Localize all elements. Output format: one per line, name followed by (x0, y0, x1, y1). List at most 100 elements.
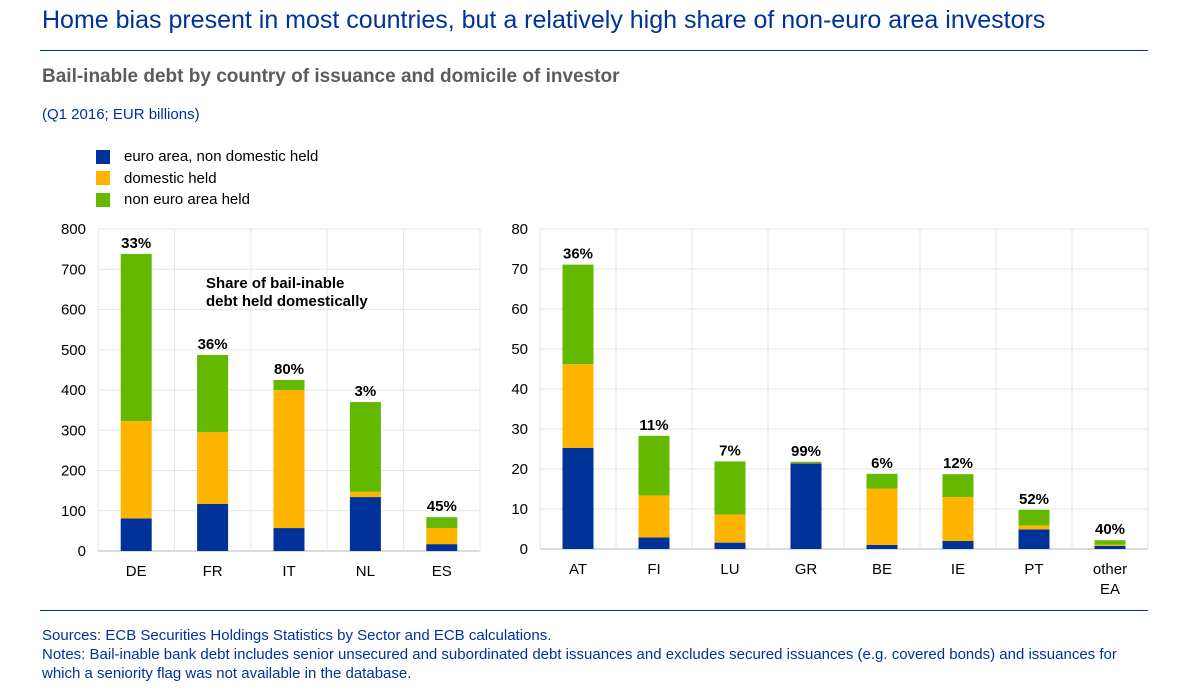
x-tick-label: DE (126, 563, 147, 580)
y-tick-label: 800 (61, 221, 86, 238)
bar-PT-2 (1018, 509, 1050, 526)
x-tick-label: PT (1024, 561, 1043, 578)
legend-swatch (96, 149, 110, 164)
y-tick-label: 200 (61, 463, 86, 480)
y-tick-label: 80 (511, 221, 528, 238)
legend: euro area, non domestic held domestic he… (96, 146, 318, 211)
bar-LU-2 (714, 461, 746, 515)
footnotes: Sources: ECB Securities Holdings Statist… (42, 626, 1152, 683)
bar-BE-0 (866, 545, 898, 549)
bar-BE-1 (866, 488, 898, 545)
y-tick-label: 10 (511, 501, 528, 518)
bar-GR-0 (790, 463, 822, 549)
legend-item: non euro area held (96, 189, 318, 211)
bar-IE-0 (942, 541, 974, 549)
bar-IT-0 (273, 528, 305, 551)
x-tick-label: BE (872, 561, 892, 578)
legend-item: domestic held (96, 168, 318, 190)
bar-FR-0 (197, 503, 229, 551)
y-tick-label: 400 (61, 382, 86, 399)
y-tick-label: 0 (520, 541, 528, 558)
x-tick-label: EA (1100, 581, 1120, 598)
data-label: 11% (639, 417, 668, 434)
bar-GR-2 (790, 461, 822, 463)
legend-item: euro area, non domestic held (96, 146, 318, 168)
y-tick-label: 0 (78, 543, 86, 560)
bar-FI-2 (638, 435, 670, 496)
chart-unit: (Q1 2016; EUR billions) (42, 106, 200, 123)
y-tick-label: 100 (61, 503, 86, 520)
bar-IE-1 (942, 497, 974, 541)
data-label: 6% (871, 455, 893, 472)
data-label: 36% (563, 246, 593, 263)
bar-PT-1 (1018, 525, 1050, 530)
x-tick-label: ES (432, 563, 452, 580)
bar-ES-1 (426, 528, 458, 545)
x-tick-label: LU (720, 561, 739, 578)
data-label: 3% (355, 383, 377, 400)
bar-other-EA-1 (1094, 544, 1126, 546)
bar-FR-1 (197, 432, 229, 504)
bar-IT-2 (273, 379, 305, 390)
data-label: 7% (719, 442, 741, 459)
page-title: Home bias present in most countries, but… (42, 6, 1046, 34)
bar-LU-1 (714, 514, 746, 543)
data-label: 99% (791, 443, 821, 460)
bar-DE-1 (120, 420, 152, 519)
bar-FI-0 (638, 537, 670, 549)
notes: Notes: Bail-inable bank debt includes se… (42, 646, 1117, 682)
data-label: 33% (121, 235, 151, 252)
bar-IT-1 (273, 390, 305, 529)
annotation-line-1: Share of bail-inable (206, 275, 344, 292)
bar-ES-2 (426, 517, 458, 529)
title-rule (40, 50, 1148, 51)
chart-subtitle: Bail-inable debt by country of issuance … (42, 66, 620, 87)
legend-swatch (96, 171, 110, 186)
x-tick-label: NL (356, 563, 375, 580)
bar-DE-0 (120, 518, 152, 551)
y-tick-label: 40 (511, 381, 528, 398)
bar-ES-0 (426, 544, 458, 551)
y-tick-label: 600 (61, 302, 86, 319)
bar-NL-2 (349, 402, 381, 492)
data-label: 36% (198, 336, 228, 353)
bar-FI-1 (638, 495, 670, 538)
x-tick-label: FR (203, 563, 223, 580)
y-tick-label: 50 (511, 341, 528, 358)
legend-swatch (96, 192, 110, 207)
bar-LU-0 (714, 542, 746, 549)
annotation-line-2: debt held domestically (206, 293, 368, 310)
x-tick-label: IE (951, 561, 965, 578)
y-tick-label: 500 (61, 342, 86, 359)
y-tick-label: 60 (511, 301, 528, 318)
y-tick-label: 30 (511, 421, 528, 438)
bar-other-EA-0 (1094, 545, 1126, 549)
legend-label: euro area, non domestic held (124, 148, 319, 166)
footer-rule (40, 610, 1148, 611)
y-tick-label: 700 (61, 261, 86, 278)
bar-other-EA-2 (1094, 540, 1126, 545)
x-tick-label: IT (282, 563, 295, 580)
sources: Sources: ECB Securities Holdings Statist… (42, 627, 552, 644)
y-tick-label: 70 (511, 261, 528, 278)
x-tick-label: GR (795, 561, 818, 578)
bar-BE-2 (866, 473, 898, 489)
bar-AT-1 (562, 364, 594, 448)
data-label: 45% (427, 498, 457, 515)
bar-AT-0 (562, 447, 594, 549)
data-label: 12% (943, 455, 973, 472)
data-label: 40% (1095, 521, 1125, 538)
bar-PT-0 (1018, 529, 1050, 549)
bar-DE-2 (120, 253, 152, 421)
bar-IE-2 (942, 474, 974, 497)
legend-label: non euro area held (124, 191, 250, 209)
data-label: 52% (1019, 491, 1049, 508)
bar-FR-2 (197, 354, 229, 433)
x-tick-label: FI (647, 561, 660, 578)
bar-AT-2 (562, 264, 594, 365)
legend-label: domestic held (124, 169, 217, 187)
x-tick-label: AT (569, 561, 587, 578)
y-tick-label: 300 (61, 422, 86, 439)
data-label: 80% (274, 361, 304, 378)
